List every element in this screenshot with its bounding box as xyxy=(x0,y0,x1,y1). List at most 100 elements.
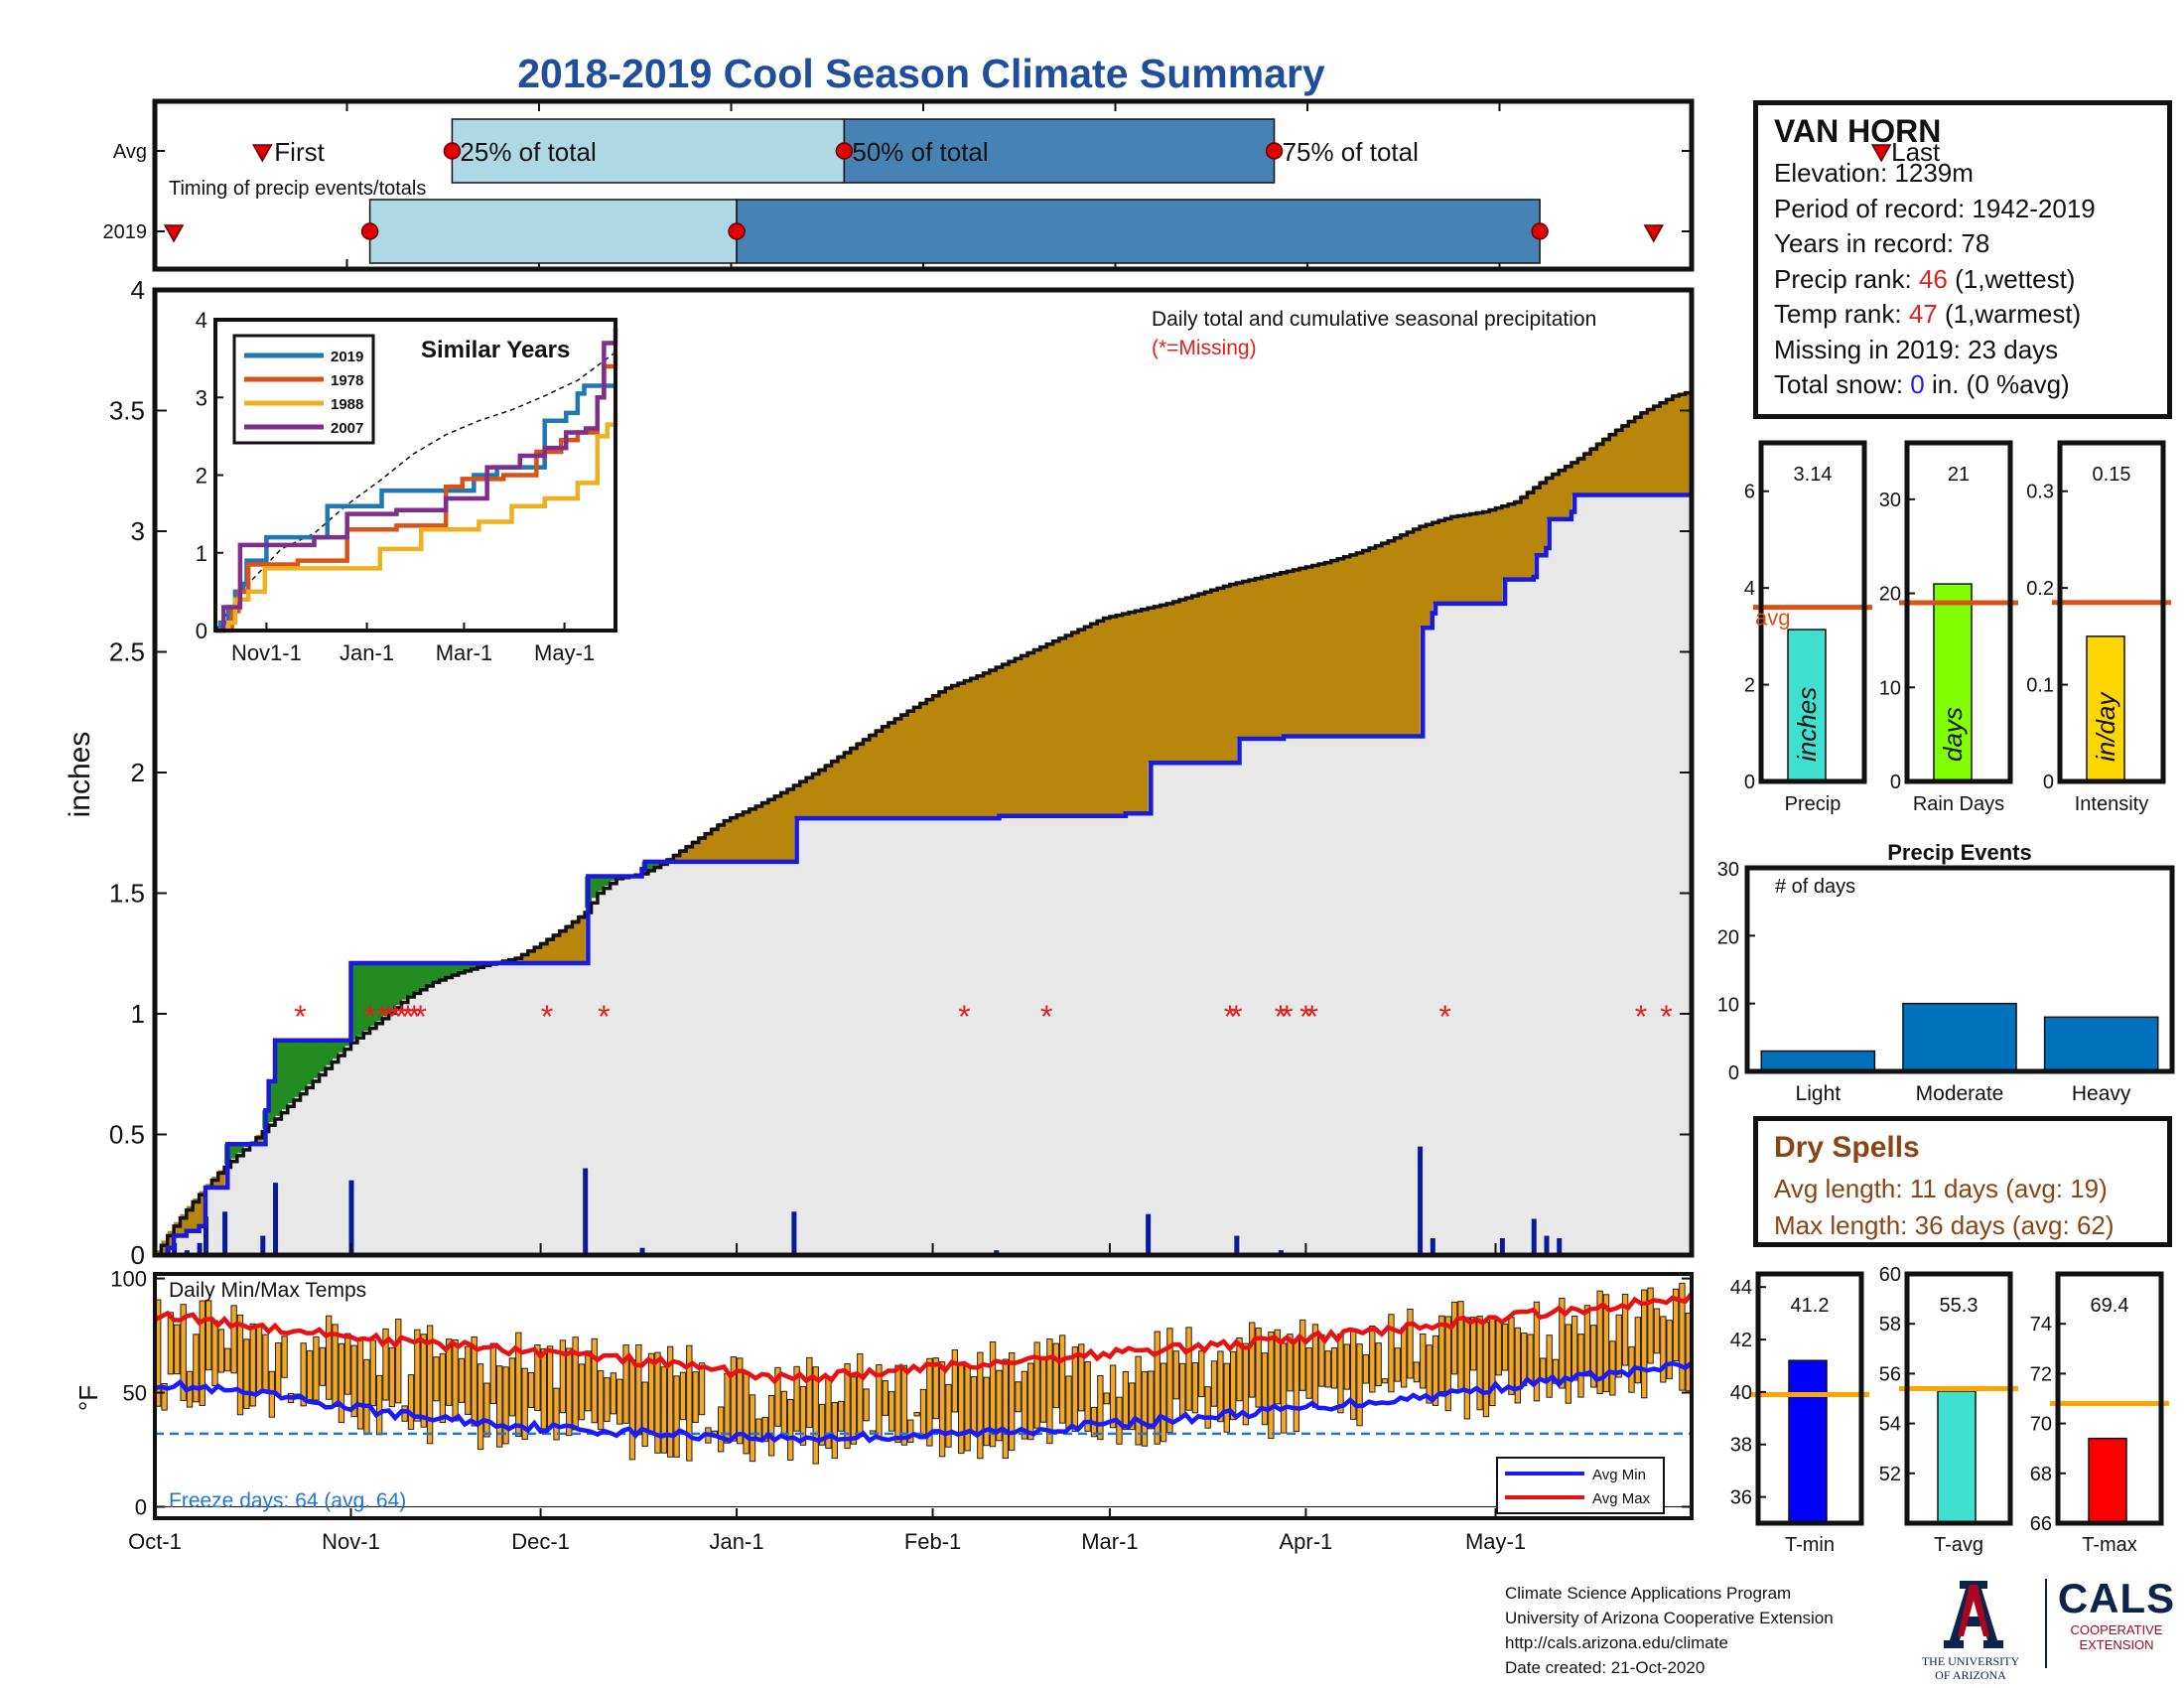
daily-temp-bar xyxy=(1084,1360,1091,1432)
total-ytick-label: 4 xyxy=(1744,578,1755,600)
daily-temp-bar xyxy=(686,1344,693,1462)
timing-bar-y2019-q1 xyxy=(368,199,738,264)
daily-temp-bar xyxy=(616,1378,623,1425)
precip-anomaly-fill xyxy=(1065,633,1073,816)
daily-temp-bar xyxy=(926,1357,933,1447)
temp-ytick-label: 42 xyxy=(1730,1330,1752,1351)
precip-anomaly-fill xyxy=(1527,490,1535,580)
daily-temp-bar xyxy=(604,1377,611,1422)
precip-anomaly-fill xyxy=(604,876,612,887)
precip-anomaly-fill xyxy=(1280,572,1288,737)
similar-legend-label: 2007 xyxy=(331,420,363,437)
daily-temp-bar xyxy=(1204,1386,1211,1429)
daily-temp-bar xyxy=(767,1395,775,1457)
precip-anomaly-fill xyxy=(907,709,915,819)
temps-ytick-label: 100 xyxy=(110,1267,147,1292)
precip-anomaly-fill xyxy=(1129,611,1137,814)
total-ytick-label: 6 xyxy=(1744,482,1755,503)
missing-day-marker: * xyxy=(1275,999,1287,1035)
daily-temp-bar xyxy=(1432,1335,1439,1406)
cals-logo: CALS COOPERATIVE EXTENSION xyxy=(2057,1575,2176,1652)
precip-anomaly-fill xyxy=(546,937,554,963)
precip-anomaly-fill xyxy=(287,1040,295,1104)
daily-temp-bar xyxy=(1160,1362,1167,1443)
daily-temp-bar xyxy=(850,1376,858,1445)
precip-anomaly-fill xyxy=(540,941,548,963)
daily-temp-bar xyxy=(344,1333,351,1395)
precip-anomaly-fill xyxy=(1116,614,1124,816)
daily-temp-bar xyxy=(1179,1362,1186,1417)
temp-bar-charts: 36 38 40 42 44 41.2 T-min 52 54 56 58 60 55.3 T-avg 66… xyxy=(1730,1264,2169,1556)
precip-anomaly-fill xyxy=(743,810,751,862)
missing-label: Missing in 2019: 23 days xyxy=(1774,334,2059,364)
daily-temp-bar xyxy=(1223,1362,1230,1433)
similar-ytick-label: 3 xyxy=(196,385,207,410)
precip-ytick-label: 0 xyxy=(131,1240,145,1270)
temps-xtick-label: Feb-1 xyxy=(904,1529,961,1554)
temp-frame-1 xyxy=(1904,1271,2013,1526)
temp-ytick-label: 36 xyxy=(1730,1487,1752,1509)
timing-marker-avg-last xyxy=(1870,144,1892,163)
daily-temp-bar xyxy=(844,1362,851,1450)
precip-anomaly-fill xyxy=(932,693,940,819)
daily-temp-bar xyxy=(1570,1315,1578,1381)
daily-temp-bar xyxy=(1508,1317,1515,1395)
missing-day-marker: * xyxy=(395,999,407,1035)
precip-anomaly-fill xyxy=(692,840,700,862)
daily-temp-bar xyxy=(983,1376,990,1447)
daily-temp-bar xyxy=(508,1357,516,1417)
precip-anomaly-fill xyxy=(1046,642,1054,816)
daily-temp-bar xyxy=(749,1394,756,1463)
precip-anomaly-fill xyxy=(1109,616,1117,816)
precip-anomaly-fill xyxy=(167,1230,175,1248)
daily-temp-bar xyxy=(970,1376,978,1433)
daily-temp-bar xyxy=(787,1398,794,1461)
missing-day-marker: * xyxy=(541,999,553,1035)
daily-temp-bar xyxy=(654,1351,661,1454)
total-value-label-0: 3.14 xyxy=(1794,464,1833,486)
precip-anomaly-fill xyxy=(1229,583,1237,764)
daily-temp-bar xyxy=(673,1375,680,1458)
precip-anomaly-fill xyxy=(326,1040,333,1065)
precip-ytick-label: 0.5 xyxy=(109,1120,145,1150)
daily-temp-bar xyxy=(1058,1335,1066,1424)
precip-anomaly-fill xyxy=(1084,625,1092,816)
temp-value-label-2: 69.4 xyxy=(2091,1295,2129,1317)
precip-anomaly-fill xyxy=(1621,423,1629,495)
daily-temp-bar xyxy=(679,1371,687,1421)
daily-temp-bar xyxy=(566,1347,573,1437)
daily-temp-bar xyxy=(1274,1329,1281,1405)
precip-anomaly-fill xyxy=(1514,499,1522,580)
precip-anomaly-fill xyxy=(1154,606,1161,764)
precip-anomaly-fill xyxy=(1318,563,1326,737)
daily-temp-bar xyxy=(230,1305,237,1374)
precip-anomaly-fill xyxy=(1268,574,1276,739)
daily-temp-bar xyxy=(193,1334,200,1403)
daily-temp-bar xyxy=(1583,1305,1591,1377)
daily-temp-bar xyxy=(1021,1370,1028,1440)
precip-anomaly-fill xyxy=(1565,464,1572,519)
timing-marker-y2019-first xyxy=(163,224,185,243)
daily-temp-bar xyxy=(433,1356,440,1402)
precip-anomaly-fill xyxy=(1324,561,1332,737)
precip-anomaly-fill xyxy=(446,962,454,977)
daily-temp-bar xyxy=(1388,1314,1395,1393)
precip-anomaly-fill xyxy=(319,1040,327,1072)
daily-temp-bar xyxy=(1097,1375,1104,1441)
event-category-label-0: Light xyxy=(1796,1082,1842,1105)
daily-temp-bar xyxy=(439,1352,447,1423)
precip-anomaly-fill xyxy=(161,1240,169,1255)
event-category-label-1: Moderate xyxy=(1916,1082,2004,1105)
daily-temp-bar xyxy=(887,1391,895,1432)
daily-temp-bar xyxy=(382,1328,389,1401)
precip-rank-prefix: Precip rank: xyxy=(1774,263,1919,294)
precip-anomaly-fill xyxy=(1343,555,1351,737)
temp-rank-value: 47 xyxy=(1908,299,1938,329)
events-title: Precip Events xyxy=(1887,840,2032,865)
daily-temp-bar xyxy=(1255,1328,1262,1408)
missing-day-marker: * xyxy=(1040,999,1052,1035)
daily-temp-bar xyxy=(1217,1350,1224,1423)
precip-anomaly-fill xyxy=(900,713,908,819)
ua-logo-mark xyxy=(1944,1581,2003,1648)
